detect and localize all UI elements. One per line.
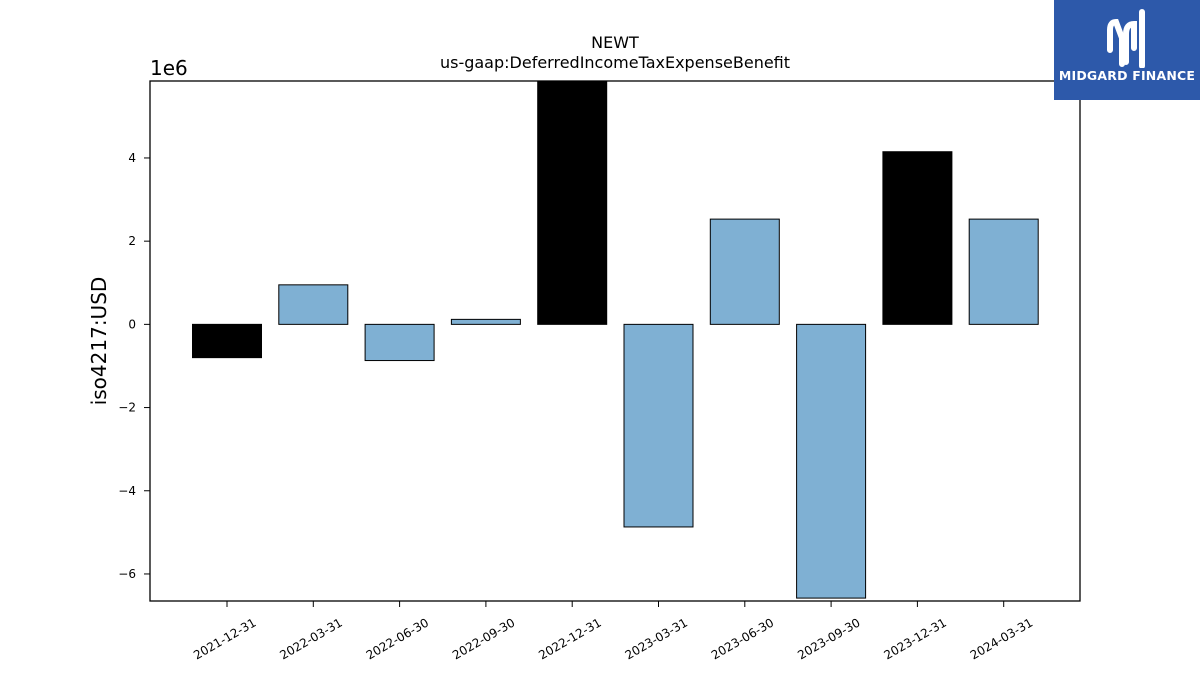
x-tick-label: 2024-03-31: [968, 615, 1035, 662]
x-tick-label: 2023-03-31: [623, 615, 690, 662]
y-tick-label: 0: [128, 317, 136, 331]
x-tick-label: 2022-06-30: [364, 615, 431, 662]
bar-2023-06-30: [709, 218, 780, 325]
axes-frame: [149, 80, 1081, 602]
y-tick-label: −4: [118, 484, 136, 498]
x-tick-label: 2022-03-31: [277, 615, 344, 662]
bar-2022-12-31: [537, 80, 608, 325]
y-tick-label: 4: [128, 151, 136, 165]
bar-2023-09-30: [796, 323, 867, 599]
chart-title: NEWT: [591, 33, 639, 52]
y-tick-label: 2: [128, 234, 136, 248]
bar-2022-03-31: [278, 284, 349, 325]
logo-text: MIDGARD FINANCE: [1058, 68, 1196, 83]
x-tick-label: 2023-09-30: [795, 615, 862, 662]
x-tick-label: 2021-12-31: [191, 615, 258, 662]
y-tick-label: −6: [118, 567, 136, 581]
bars-group: [192, 80, 1039, 599]
bar-2022-06-30: [364, 323, 435, 362]
midgard-logo-icon: [1107, 9, 1145, 68]
x-tick-label: 2022-09-30: [450, 615, 517, 662]
midgard-finance-logo: MIDGARD FINANCE: [1054, 0, 1200, 100]
x-tick-label: 2023-06-30: [709, 615, 776, 662]
bar-2022-09-30: [450, 318, 521, 325]
chart-subtitle: us-gaap:DeferredIncomeTaxExpenseBenefit: [440, 53, 790, 72]
x-tick-label: 2023-12-31: [881, 615, 948, 662]
y-tick-label: −2: [118, 401, 136, 415]
scale-label: 1e6: [150, 56, 188, 80]
bar-2023-03-31: [623, 323, 694, 528]
bar-2024-03-31: [968, 218, 1039, 325]
bar-2021-12-31: [192, 323, 262, 359]
y-axis-label: iso4217:USD: [87, 277, 111, 406]
x-tick-label: 2022-12-31: [536, 615, 603, 662]
y-ticks-group: −6 −4 −2 0 2 4: [118, 151, 150, 581]
x-ticks-group: 2021-12-31 2022-03-31 2022-06-30 2022-09-30…: [191, 601, 1035, 662]
bar-2023-12-31: [882, 151, 953, 325]
